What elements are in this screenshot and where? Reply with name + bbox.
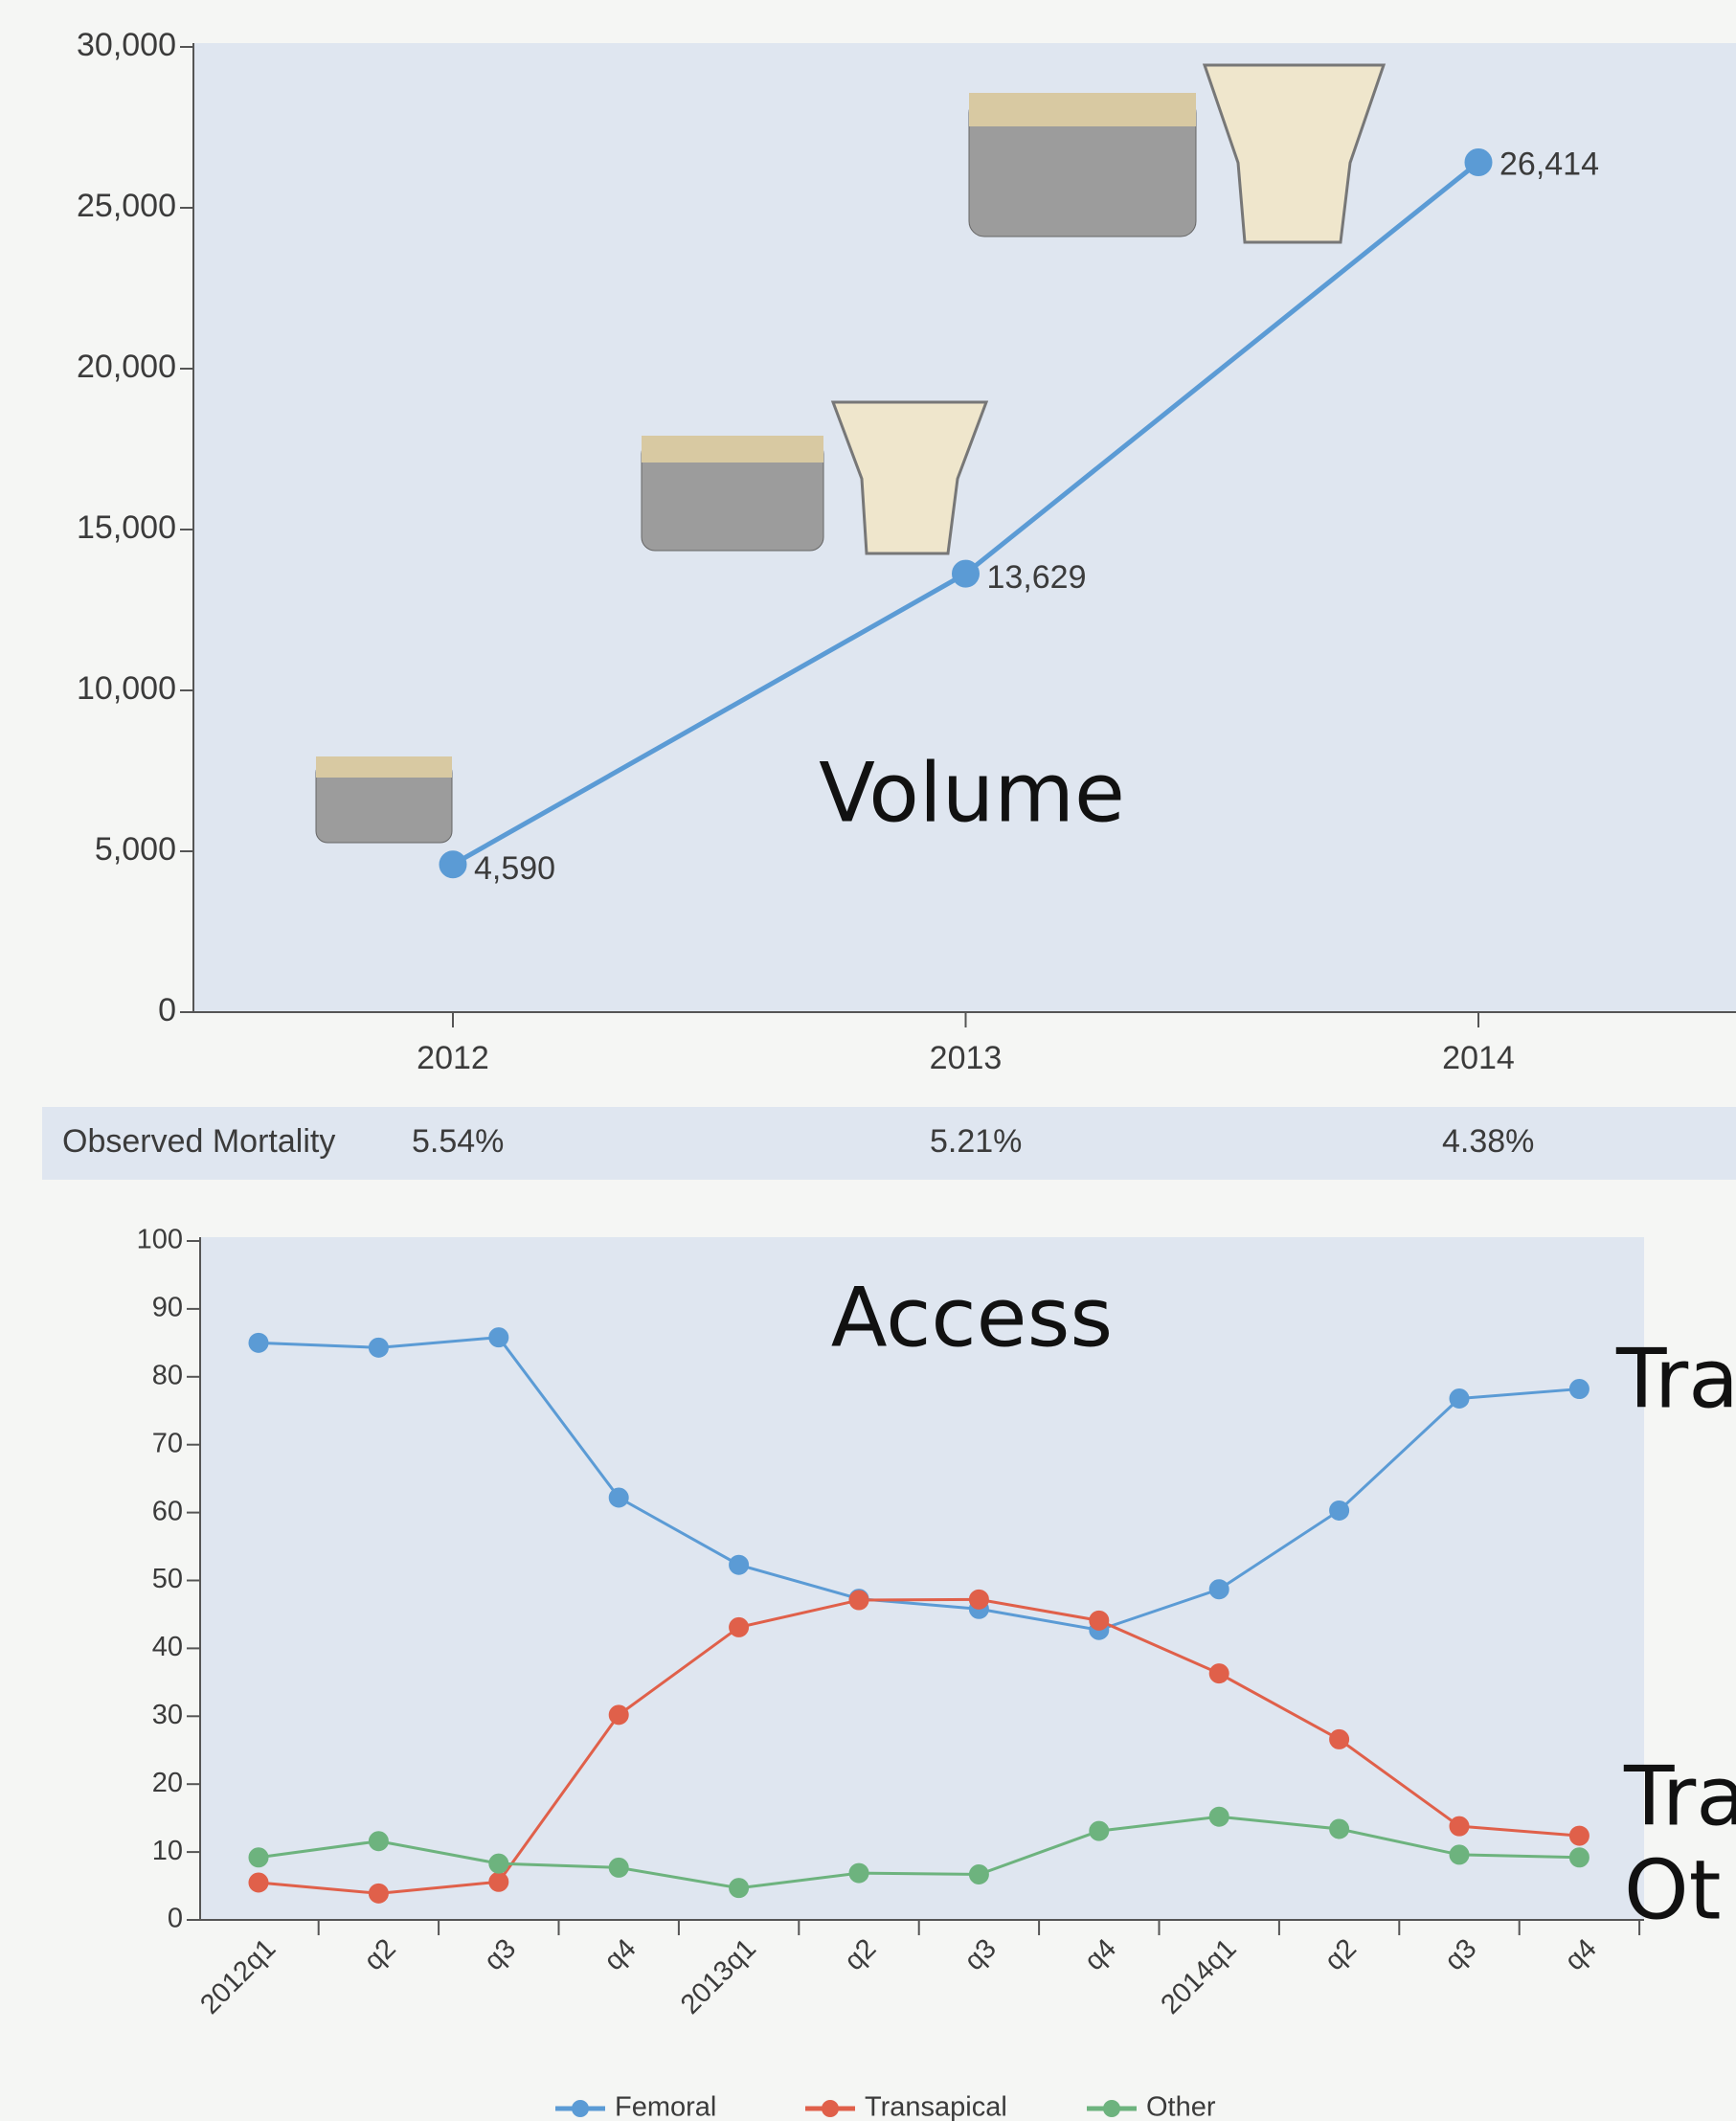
mortality-value: 5.21%: [930, 1123, 1022, 1160]
data-point: [489, 1328, 508, 1347]
valve-icon: [316, 756, 452, 778]
x-tick-label: 2012: [417, 1040, 489, 1076]
y-tick-label: 50: [152, 1564, 183, 1594]
data-point: [249, 1848, 268, 1867]
data-point: [730, 1617, 749, 1636]
data-point: [369, 1832, 388, 1851]
data-point: [969, 1864, 988, 1884]
data-point: [1090, 1611, 1109, 1630]
annotation: Access: [831, 1270, 1113, 1365]
data-point: [1450, 1388, 1469, 1408]
y-tick-label: 30,000: [77, 27, 176, 63]
data-point: [440, 851, 466, 878]
y-tick-label: 0: [168, 1904, 183, 1934]
plot-background: [193, 43, 1736, 1012]
data-point: [609, 1705, 628, 1725]
data-point: [849, 1863, 868, 1883]
data-point: [1330, 1729, 1349, 1749]
data-point: [249, 1333, 268, 1352]
data-point: [1569, 1380, 1589, 1399]
y-tick-label: 60: [152, 1496, 183, 1526]
data-point: [1465, 148, 1492, 175]
data-point: [369, 1884, 388, 1903]
mortality-value: 4.38%: [1442, 1123, 1534, 1160]
data-point: [969, 1590, 988, 1609]
y-tick-label: 0: [158, 992, 176, 1028]
mortality-value: 5.54%: [412, 1123, 504, 1160]
y-tick-label: 100: [137, 1225, 183, 1255]
legend-label: Transapical: [865, 2092, 1007, 2121]
y-tick-label: 15,000: [77, 509, 176, 546]
y-tick-label: 20,000: [77, 349, 176, 385]
data-point: [609, 1858, 628, 1877]
data-point: [730, 1555, 749, 1574]
y-tick-label: 10,000: [77, 670, 176, 707]
data-point: [369, 1338, 388, 1357]
legend-label: Femoral: [615, 2092, 716, 2121]
valve-icon: [642, 436, 823, 463]
end-label: Tra: [1623, 1749, 1736, 1844]
y-tick-label: 40: [152, 1632, 183, 1662]
data-point: [249, 1873, 268, 1892]
data-point: [849, 1591, 868, 1610]
y-tick-label: 20: [152, 1768, 183, 1798]
data-point: [730, 1879, 749, 1898]
data-point: [1569, 1826, 1589, 1845]
valve-icon: [969, 93, 1196, 126]
annotation: Volume: [819, 745, 1125, 841]
value-label: 26,414: [1499, 146, 1599, 182]
legend-label: Other: [1146, 2092, 1216, 2121]
legend-marker: [822, 2100, 839, 2117]
x-tick-label: 2013: [930, 1040, 1003, 1076]
x-tick-label: 2014: [1442, 1040, 1515, 1076]
data-point: [1450, 1816, 1469, 1836]
data-point: [1330, 1500, 1349, 1520]
y-tick-label: 25,000: [77, 188, 176, 224]
value-label: 4,590: [474, 850, 555, 887]
end-label: Tra: [1615, 1331, 1736, 1427]
data-point: [1330, 1819, 1349, 1839]
data-point: [953, 560, 980, 587]
page: Volume 0 5,000 10,000 15,000 20,000 25,000 30,0…: [0, 0, 1736, 2121]
data-point: [609, 1488, 628, 1507]
data-point: [1090, 1821, 1109, 1840]
y-tick-label: 90: [152, 1293, 183, 1323]
legend-marker: [572, 2100, 589, 2117]
data-point: [1209, 1807, 1229, 1826]
value-label: 13,629: [987, 559, 1087, 596]
data-point: [1569, 1848, 1589, 1867]
y-tick-label: 10: [152, 1836, 183, 1866]
data-point: [489, 1854, 508, 1873]
data-point: [489, 1872, 508, 1891]
legend-marker: [1103, 2100, 1120, 2117]
y-tick-label: 70: [152, 1428, 183, 1458]
y-tick-label: 30: [152, 1700, 183, 1730]
data-point: [1450, 1845, 1469, 1864]
mortality-label: Observed Mortality: [62, 1123, 335, 1160]
data-point: [1209, 1580, 1229, 1599]
data-point: [1209, 1664, 1229, 1683]
end-label: Ot: [1624, 1842, 1721, 1938]
y-tick-label: 80: [152, 1360, 183, 1390]
y-tick-label: 5,000: [95, 831, 176, 868]
